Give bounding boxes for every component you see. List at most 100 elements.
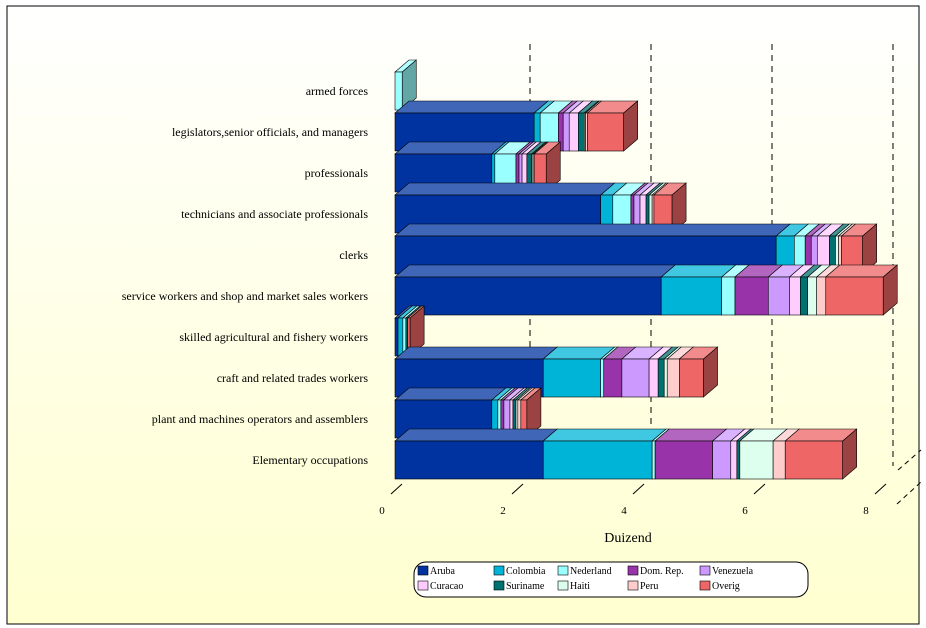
x-tick-mark — [753, 483, 766, 495]
legend-label: Suriname — [506, 581, 545, 592]
x-tick-label: 0 — [379, 505, 385, 517]
bar-segment-top — [394, 141, 507, 155]
legend-label: Haiti — [570, 581, 590, 592]
bar-segment-side — [545, 141, 561, 193]
x-tick-label: 4 — [621, 505, 627, 517]
bar-segment-top — [394, 182, 616, 196]
legend-label: Nederland — [570, 566, 612, 577]
bar-segment — [767, 276, 790, 316]
category-label: Elementary occupations — [252, 453, 368, 467]
legend-swatch — [417, 565, 429, 576]
bar-segment — [578, 112, 585, 152]
bars — [394, 59, 899, 480]
bar-segment-top — [394, 428, 559, 442]
bar-segment — [651, 440, 656, 480]
bar-segment — [800, 276, 808, 316]
bar-segment-side — [882, 264, 898, 316]
bar-segment — [394, 276, 662, 316]
bar-segment — [789, 276, 801, 316]
category-label: legislators,senior officials, and manage… — [172, 125, 368, 139]
category-label: craft and related trades workers — [217, 371, 369, 385]
bar-segment — [394, 440, 544, 480]
category-label: plant and machines operators and assembl… — [152, 412, 369, 426]
legend-swatch — [493, 580, 505, 591]
bar-segment — [772, 440, 786, 480]
bar-segment-side — [842, 428, 858, 480]
bar-segment — [663, 358, 668, 398]
bar-segment-top — [394, 223, 791, 237]
category-label: service workers and shop and market sale… — [122, 289, 369, 303]
bar-segment — [397, 317, 404, 357]
category-label: skilled agricultural and fishery workers — [179, 330, 368, 344]
bar-segment — [648, 358, 659, 398]
bar-segment-top — [394, 100, 549, 114]
legend-swatch — [627, 580, 639, 591]
bar-segment — [712, 440, 732, 480]
bar-segment — [657, 358, 665, 398]
bar-segment — [816, 276, 827, 316]
bar-segment-top — [394, 387, 507, 401]
bar-segment-side — [526, 387, 542, 439]
legend-label: Aruba — [430, 566, 456, 577]
legend-swatch — [699, 580, 711, 591]
bar-segment — [721, 276, 736, 316]
x-tick-label: 6 — [742, 505, 748, 517]
bar-segment — [542, 358, 601, 398]
bar-segment — [736, 440, 741, 480]
legend: Aruba Colombia Nederland Dom. Rep. Venezuela… — [413, 561, 809, 598]
category-label: professionals — [305, 166, 369, 180]
bar-segment — [394, 317, 399, 357]
legend-label: Peru — [640, 581, 658, 592]
bar-segment — [654, 440, 713, 480]
legend-swatch — [493, 565, 505, 576]
category-label: clerks — [339, 248, 368, 262]
bar-segment-top — [542, 428, 667, 442]
bar-segment — [825, 276, 884, 316]
legend-label: Colombia — [506, 566, 546, 577]
bar-segment — [679, 358, 704, 398]
bar-segment-top — [394, 264, 677, 278]
bar-segment — [562, 112, 570, 152]
bar-segment — [621, 358, 650, 398]
bar-segment — [807, 276, 817, 316]
legend-label: Dom. Rep. — [640, 566, 684, 577]
bar-segment-top — [394, 346, 559, 360]
category-label: armed forces — [306, 84, 369, 98]
bar-segment — [542, 440, 653, 480]
bar-segment — [666, 358, 680, 398]
bar-segment — [394, 71, 403, 111]
legend-swatch — [557, 580, 569, 591]
bar-segment — [730, 440, 738, 480]
legend-swatch — [699, 565, 711, 576]
legend-swatch — [557, 565, 569, 576]
bar-segment-side — [623, 100, 638, 152]
bar-segment — [739, 440, 774, 480]
legend-swatch — [627, 565, 639, 576]
bar-segment — [603, 358, 623, 398]
bar-segment — [587, 112, 624, 152]
bar-segment — [600, 358, 605, 398]
bar-segment-side — [703, 346, 718, 398]
category-label: technicians and associate professionals — [181, 207, 368, 221]
bar-segment — [784, 440, 843, 480]
x-axis: 0 2 4 6 8 — [379, 449, 922, 517]
bar-segment-side — [671, 182, 687, 234]
bar-segment-side — [409, 305, 425, 357]
legend-label: Overig — [712, 581, 740, 592]
x-tick-mark — [632, 483, 645, 495]
category-labels: armed forces legislators,senior officials… — [122, 84, 369, 467]
x-tick-label: 2 — [500, 505, 506, 517]
x-tick-label: 8 — [863, 505, 869, 517]
x-tick-mark — [511, 483, 524, 495]
legend-label: Venezuela — [712, 566, 754, 577]
floor-edge — [896, 481, 922, 505]
bar-segment-side — [862, 223, 877, 275]
bar-segment — [568, 112, 579, 152]
legend-swatch — [417, 580, 429, 591]
legend-label: Curacao — [430, 581, 463, 592]
bar-segment — [660, 276, 723, 316]
x-tick-mark — [390, 483, 403, 495]
bar-segment-side — [401, 59, 417, 111]
bar-segment — [734, 276, 769, 316]
